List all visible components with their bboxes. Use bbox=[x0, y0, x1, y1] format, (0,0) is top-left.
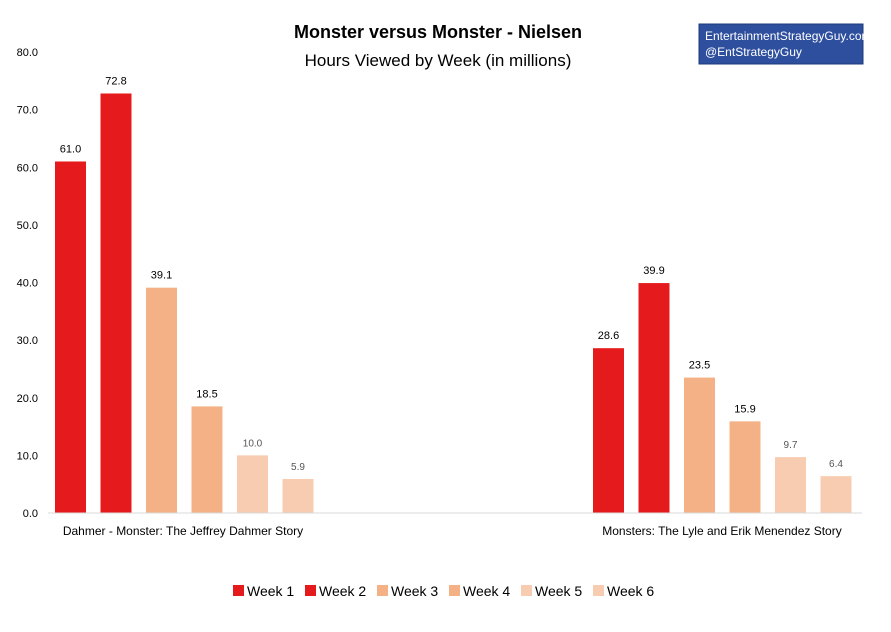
legend-label: Week 2 bbox=[319, 583, 366, 599]
y-tick-label: 0.0 bbox=[23, 508, 38, 520]
bar-menendez-week-6 bbox=[820, 476, 852, 513]
bar-dahmer-week-3 bbox=[146, 287, 177, 513]
chart-subtitle: Hours Viewed by Week (in millions) bbox=[305, 51, 572, 70]
legend: Week 1 Week 2 Week 3 Week 4 Week 5 Week 6 bbox=[233, 583, 654, 599]
y-tick-label: 40.0 bbox=[17, 278, 38, 290]
legend-swatch bbox=[377, 585, 388, 596]
data-label: 10.0 bbox=[243, 438, 263, 449]
brand-handle: @EntStrategyGuy bbox=[705, 45, 802, 59]
legend-label: Week 3 bbox=[391, 583, 438, 599]
y-tick-label: 10.0 bbox=[17, 450, 38, 462]
data-label: 18.5 bbox=[196, 388, 217, 400]
data-label: 5.9 bbox=[291, 462, 305, 473]
bar-menendez-week-1 bbox=[593, 348, 624, 513]
legend-swatch bbox=[593, 585, 604, 596]
legend-label: Week 4 bbox=[463, 583, 510, 599]
brand-box: EntertainmentStrategyGuy.com @EntStrateg… bbox=[698, 23, 872, 65]
data-label: 6.4 bbox=[829, 459, 843, 470]
bar-menendez-week-5 bbox=[775, 457, 806, 513]
data-label: 39.1 bbox=[151, 270, 172, 282]
bars: 61.0 72.8 39.1 18.5 10.0 5.9 28.6 39.9 23.5 15.9 9… bbox=[55, 75, 852, 514]
legend-swatch bbox=[233, 585, 244, 596]
data-label: 15.9 bbox=[734, 403, 755, 415]
legend-swatch bbox=[305, 585, 316, 596]
brand-background bbox=[698, 23, 864, 65]
data-label: 39.9 bbox=[643, 265, 664, 277]
brand-site: EntertainmentStrategyGuy.com bbox=[705, 29, 872, 43]
data-label: 72.8 bbox=[105, 75, 126, 87]
x-category-label: Monsters: The Lyle and Erik Menendez Sto… bbox=[602, 524, 841, 538]
legend-label: Week 5 bbox=[535, 583, 582, 599]
legend-swatch bbox=[521, 585, 532, 596]
y-tick-label: 60.0 bbox=[17, 162, 38, 174]
y-tick-label: 70.0 bbox=[17, 105, 38, 117]
data-label: 61.0 bbox=[60, 143, 81, 155]
x-category-label: Dahmer - Monster: The Jeffrey Dahmer Sto… bbox=[63, 524, 303, 538]
legend-swatch bbox=[449, 585, 460, 596]
legend-label: Week 6 bbox=[607, 583, 654, 599]
y-tick-label: 80.0 bbox=[17, 47, 38, 59]
data-label: 28.6 bbox=[598, 330, 619, 342]
bar-menendez-week-4 bbox=[729, 421, 761, 513]
bar-dahmer-week-4 bbox=[191, 406, 223, 513]
y-tick-label: 20.0 bbox=[17, 393, 38, 405]
bar-dahmer-week-1 bbox=[55, 161, 86, 514]
bar-menendez-week-3 bbox=[684, 377, 715, 513]
x-axis-categories: Dahmer - Monster: The Jeffrey Dahmer Sto… bbox=[63, 524, 842, 538]
chart-title: Monster versus Monster - Nielsen bbox=[294, 22, 582, 42]
data-label: 9.7 bbox=[784, 440, 798, 451]
y-tick-label: 50.0 bbox=[17, 220, 38, 232]
legend-label: Week 1 bbox=[247, 583, 294, 599]
bar-dahmer-week-2 bbox=[100, 93, 132, 514]
bar-dahmer-week-6 bbox=[282, 479, 314, 513]
y-axis: 0.0 10.0 20.0 30.0 40.0 50.0 60.0 70.0 80.0 bbox=[17, 47, 38, 520]
bar-menendez-week-2 bbox=[638, 283, 670, 513]
bar-dahmer-week-5 bbox=[237, 455, 268, 513]
data-label: 23.5 bbox=[689, 360, 710, 372]
y-tick-label: 30.0 bbox=[17, 335, 38, 347]
